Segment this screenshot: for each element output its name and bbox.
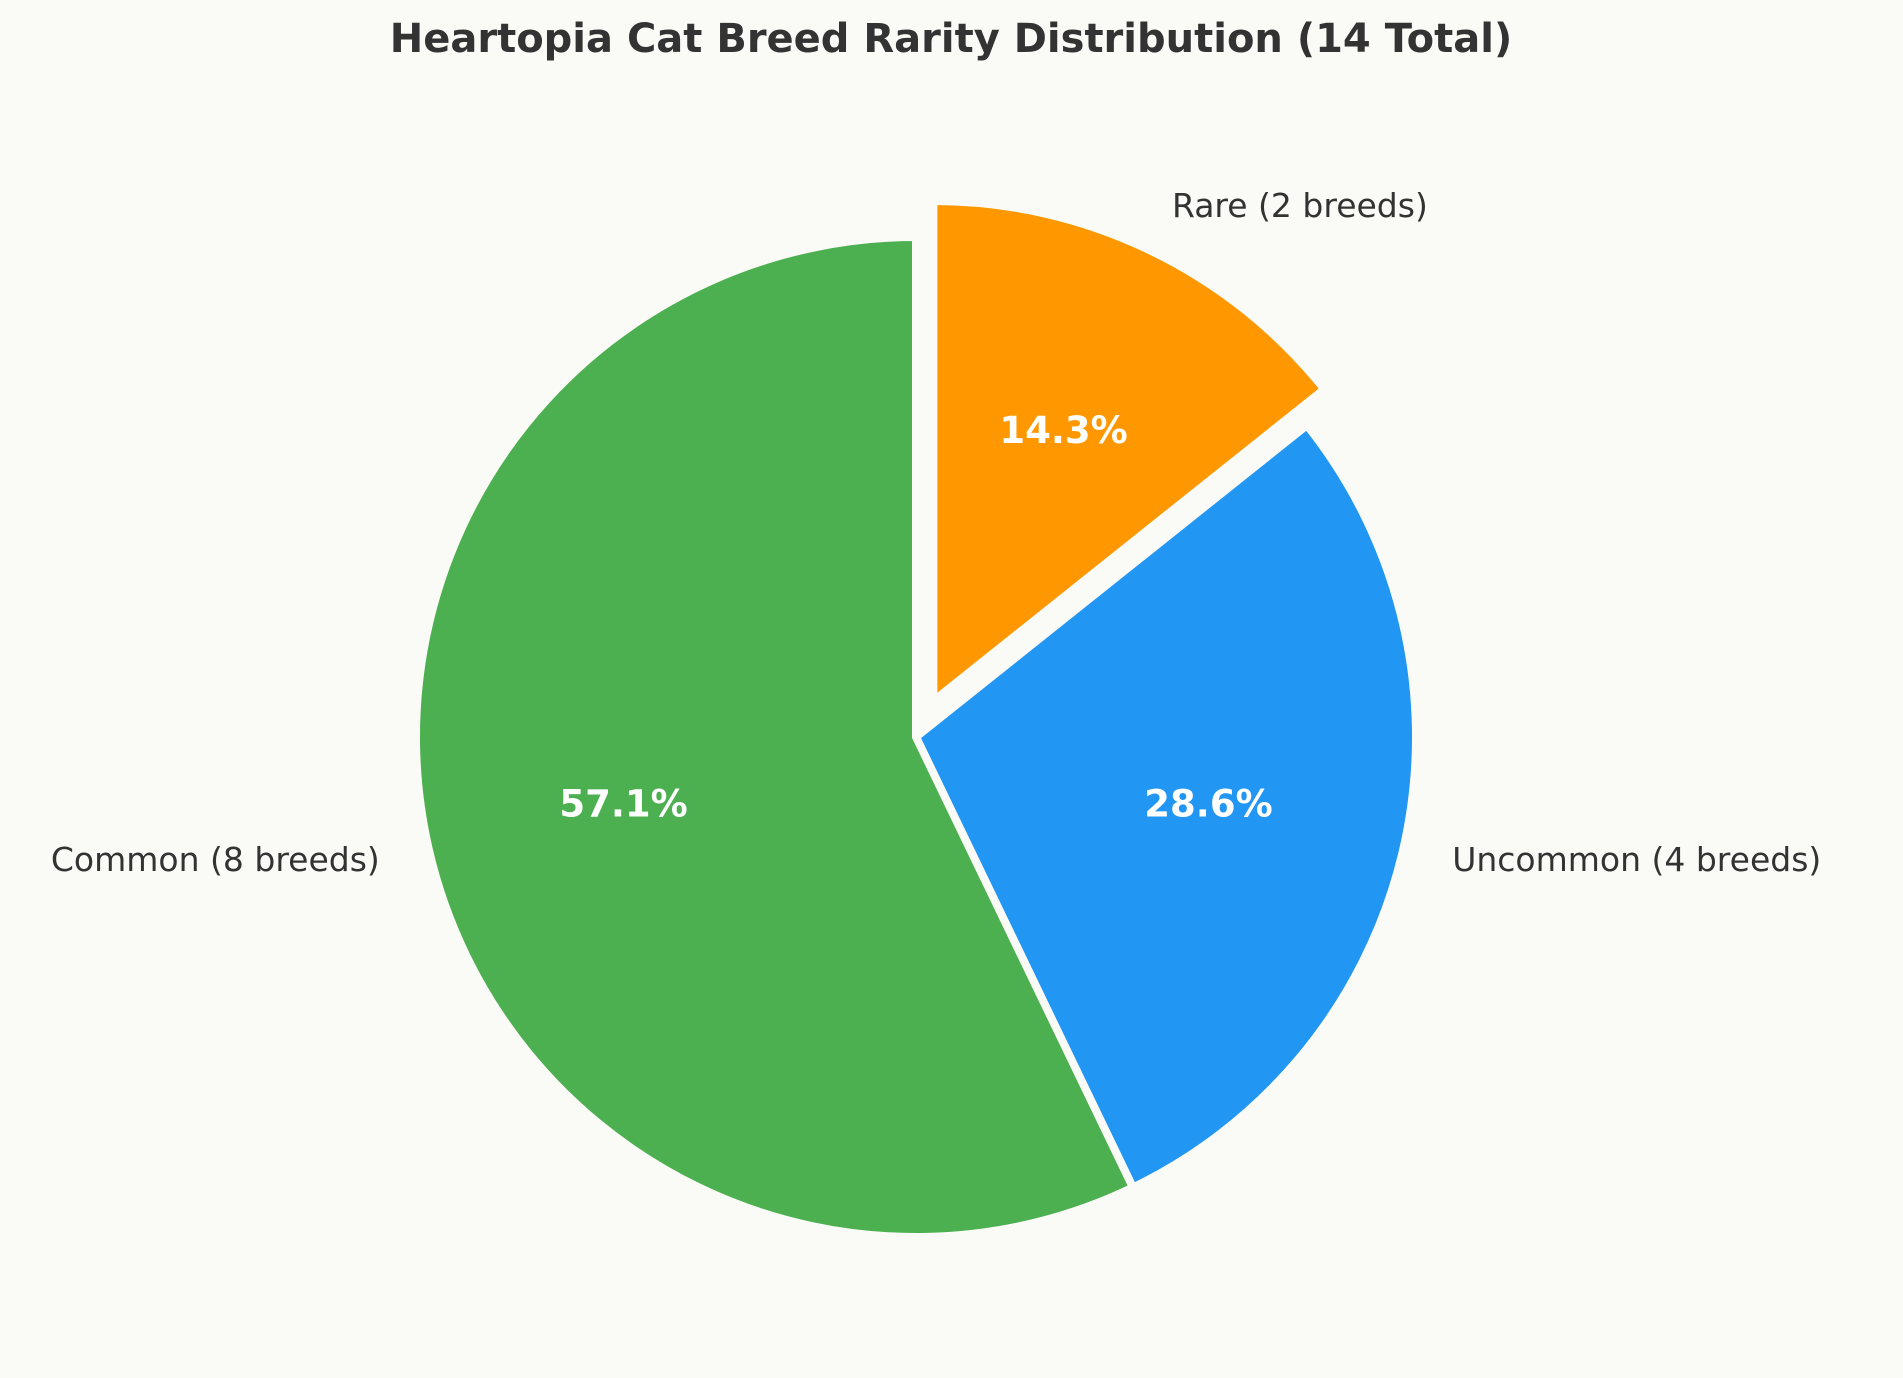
pie-slice-rare (929, 196, 1330, 710)
percent-label-uncommon: 28.6% (1144, 782, 1272, 825)
slice-label-common: Common (8 breeds) (51, 840, 380, 879)
pie-labels: 14.3% Rare (2 breeds) 28.6% Uncommon (4 bre… (51, 186, 1821, 879)
pie-slices (412, 196, 1420, 1241)
chart-title: Heartopia Cat Breed Rarity Distribution … (390, 16, 1513, 62)
pie-slice-common (412, 232, 1139, 1241)
slice-label-rare: Rare (2 breeds) (1172, 186, 1428, 225)
percent-label-common: 57.1% (559, 782, 687, 825)
pie-slice-uncommon (911, 419, 1420, 1193)
percent-label-rare: 14.3% (999, 409, 1127, 452)
slice-label-uncommon: Uncommon (4 breeds) (1452, 840, 1821, 879)
